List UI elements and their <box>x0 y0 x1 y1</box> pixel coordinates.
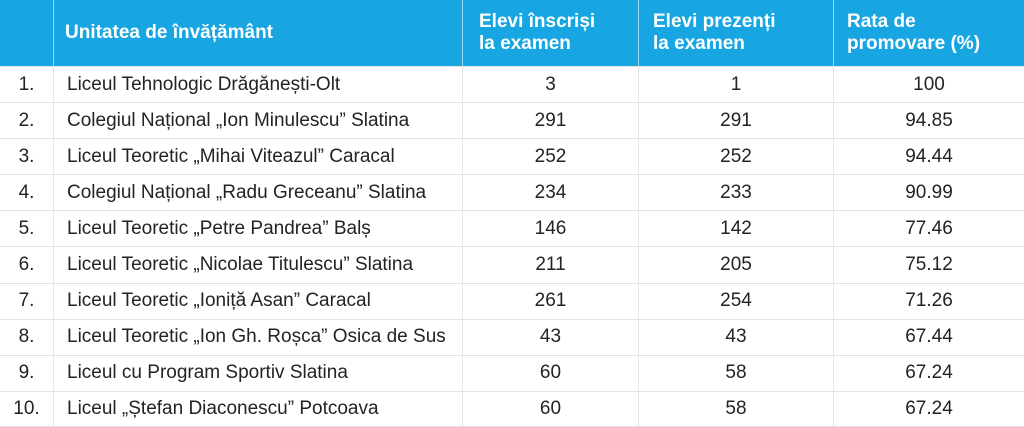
cell-rate: 75.12 <box>905 254 953 276</box>
cell-index: 10. <box>0 391 54 426</box>
cell-enrolled: 234 <box>463 175 639 211</box>
cell-present: 205 <box>639 247 834 283</box>
cell-name: Liceul Teoretic „Mihai Viteazul” Caracal <box>54 139 463 175</box>
table-row: 10. Liceul „Ștefan Diaconescu” Potcoava 60… <box>0 390 1024 426</box>
table-row: 7. Liceul Teoretic „Ioniță Asan” Caracal 2… <box>0 282 1024 319</box>
cell-enrolled: 252 <box>463 139 639 175</box>
cell-rate: 67.44 <box>905 326 953 348</box>
cell-rate: 94.85 <box>905 109 953 131</box>
header-index <box>0 0 54 66</box>
cell-name: Liceul Teoretic „Ioniță Asan” Caracal <box>54 283 463 319</box>
cell-index: 7. <box>0 283 54 319</box>
header-enrolled: Elevi înscriși la examen <box>463 0 639 66</box>
cell-enrolled: 146 <box>463 211 639 247</box>
table-row: 1. Liceul Tehnologic Drăgănești-Olt 3 1 100 <box>0 66 1024 103</box>
cell-index: 5. <box>0 211 54 247</box>
cell-enrolled: 60 <box>463 355 639 391</box>
cell-enrolled: 291 <box>463 103 639 139</box>
cell-index: 8. <box>0 319 54 355</box>
cell-present: 254 <box>639 283 834 319</box>
cell-enrolled: 43 <box>463 319 639 355</box>
cell-enrolled: 60 <box>463 391 639 426</box>
cell-name: Colegiul Național „Ion Minulescu” Slatin… <box>54 103 463 139</box>
cell-rate: 67.24 <box>905 362 953 384</box>
cell-name: Liceul Tehnologic Drăgănești-Olt <box>54 67 463 103</box>
cell-present: 142 <box>639 211 834 247</box>
table-header-row: Unitatea de învățământ Elevi înscriși la… <box>0 0 1024 66</box>
table-row: 5. Liceul Teoretic „Petre Pandrea” Balș 14… <box>0 210 1024 247</box>
cell-rate: 77.46 <box>905 217 953 239</box>
cell-index: 3. <box>0 139 54 175</box>
cell-present: 58 <box>639 355 834 391</box>
cell-present: 291 <box>639 103 834 139</box>
table-row: 6. Liceul Teoretic „Nicolae Titulescu” Sl… <box>0 246 1024 283</box>
cell-rate: 67.24 <box>905 398 953 420</box>
cell-index: 1. <box>0 67 54 103</box>
table-row: 3. Liceul Teoretic „Mihai Viteazul” Carac… <box>0 138 1024 175</box>
cell-present: 1 <box>639 67 834 103</box>
cell-rate: 71.26 <box>905 290 953 312</box>
cell-name: Liceul Teoretic „Petre Pandrea” Balș <box>54 211 463 247</box>
cell-enrolled: 261 <box>463 283 639 319</box>
table-body: 1. Liceul Tehnologic Drăgănești-Olt 3 1 100 2… <box>0 66 1024 426</box>
cell-index: 6. <box>0 247 54 283</box>
cell-present: 43 <box>639 319 834 355</box>
cell-enrolled: 3 <box>463 67 639 103</box>
table-row: 2. Colegiul Național „Ion Minulescu” Slat… <box>0 102 1024 139</box>
cell-rate: 94.44 <box>905 145 953 167</box>
header-pass-rate: Rata de promovare (%) <box>847 10 981 54</box>
cell-present: 252 <box>639 139 834 175</box>
cell-rate: 90.99 <box>905 181 953 203</box>
cell-present: 233 <box>639 175 834 211</box>
cell-rate: 100 <box>913 73 945 95</box>
table-row: 9. Liceul cu Program Sportiv Slatina 60 58 6… <box>0 354 1024 391</box>
cell-enrolled: 211 <box>463 247 639 283</box>
cell-name: Liceul Teoretic „Ion Gh. Roșca” Osica de… <box>54 319 463 355</box>
header-present: Elevi prezenți la examen <box>639 0 834 66</box>
cell-index: 2. <box>0 103 54 139</box>
cell-name: Liceul cu Program Sportiv Slatina <box>54 355 463 391</box>
cell-name: Colegiul Național „Radu Greceanu” Slatin… <box>54 175 463 211</box>
cell-index: 4. <box>0 175 54 211</box>
cell-index: 9. <box>0 355 54 391</box>
header-school-name: Unitatea de învățământ <box>54 0 463 66</box>
cell-name: Liceul Teoretic „Nicolae Titulescu” Slat… <box>54 247 463 283</box>
cell-present: 58 <box>639 391 834 426</box>
table-row: 8. Liceul Teoretic „Ion Gh. Roșca” Osica … <box>0 318 1024 355</box>
cell-name: Liceul „Ștefan Diaconescu” Potcoava <box>54 391 463 426</box>
table-row: 4. Colegiul Național „Radu Greceanu” Slat… <box>0 174 1024 211</box>
